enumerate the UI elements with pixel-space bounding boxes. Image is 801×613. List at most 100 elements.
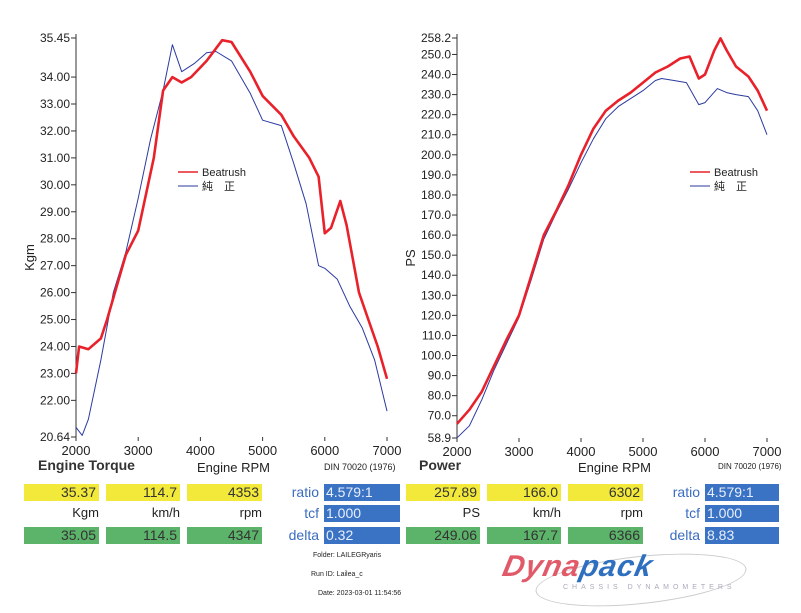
power-y-tick-label: 210.0 bbox=[421, 128, 451, 142]
torque-y-tick-label: 24.00 bbox=[40, 339, 70, 353]
folder-text: Folder: LAILEGRyaris bbox=[313, 552, 382, 559]
power-legend-label: 純 正 bbox=[714, 180, 747, 193]
power-y-tick-label: 250.0 bbox=[421, 47, 451, 61]
power-y-tick-label: 140.0 bbox=[421, 268, 451, 282]
torque-legend-label: Beatrush bbox=[202, 167, 246, 179]
torque-stock-rpm: 4347 bbox=[187, 527, 262, 544]
torque-xlabel: Engine RPM bbox=[197, 460, 270, 475]
power-y-tick-label: 70.0 bbox=[428, 409, 452, 423]
torque-unit-rpm: rpm bbox=[239, 505, 262, 520]
torque-x-tick-label: 3000 bbox=[124, 443, 153, 458]
torque-stock-kmh: 114.5 bbox=[106, 527, 180, 544]
power-tcf-value: 1.000 bbox=[705, 505, 779, 522]
torque-y-tick-label: 22.00 bbox=[40, 393, 70, 407]
dynapack-logo: Dynapack CHASSIS DYNAMOMETERS bbox=[495, 545, 755, 613]
torque-x-tick-label: 7000 bbox=[373, 443, 402, 458]
torque-ratio-label: ratio bbox=[291, 484, 319, 500]
torque-ratio-value: 4.579:1 bbox=[324, 484, 400, 501]
torque-standard: DIN 70020 (1976) bbox=[324, 462, 396, 472]
torque-y-label: Kgm bbox=[22, 244, 37, 271]
power-y-tick-label: 100.0 bbox=[421, 349, 451, 363]
power-peak-ps: 257.89 bbox=[406, 484, 480, 501]
torque-y-tick-label: 23.00 bbox=[40, 366, 70, 380]
power-stock-rpm: 6366 bbox=[568, 527, 643, 544]
power-stock-ps: 249.06 bbox=[406, 527, 480, 544]
power-y-tick-label: 120.0 bbox=[421, 308, 451, 322]
torque-y-tick-label: 30.00 bbox=[40, 178, 70, 192]
power-y-label: PS bbox=[403, 249, 418, 267]
power-legend-label: Beatrush bbox=[714, 167, 758, 179]
torque-x-tick-label: 4000 bbox=[186, 443, 215, 458]
power-y-tick-label: 110.0 bbox=[422, 328, 451, 342]
torque-peak-kmh: 114.7 bbox=[106, 484, 180, 501]
power-unit-ps: PS bbox=[462, 505, 480, 520]
date-text: Date: 2023-03-01 11:54:56 bbox=[318, 590, 402, 597]
torque-y-tick-label: 35.45 bbox=[40, 31, 70, 45]
torque-y-tick-label: 27.00 bbox=[40, 259, 70, 273]
power-peak-kmh: 166.0 bbox=[487, 484, 561, 501]
torque-x-tick-label: 5000 bbox=[248, 443, 277, 458]
power-delta-value: 8.83 bbox=[705, 527, 779, 544]
power-xlabel: Engine RPM bbox=[578, 460, 651, 475]
power-unit-rpm: rpm bbox=[620, 505, 643, 520]
power-y-tick-label: 130.0 bbox=[421, 288, 451, 302]
power-y-tick-label: 80.0 bbox=[428, 389, 452, 403]
power-x-tick-label: 4000 bbox=[567, 444, 596, 459]
torque-y-tick-label: 28.00 bbox=[40, 232, 70, 246]
power-x-tick-label: 2000 bbox=[443, 444, 472, 459]
torque-tcf-label: tcf bbox=[304, 505, 319, 521]
torque-peak-kgm: 35.37 bbox=[24, 484, 99, 501]
power-y-tick-label: 220.0 bbox=[421, 108, 451, 122]
power-y-tick-label: 200.0 bbox=[421, 148, 451, 162]
power-y-tick-label: 230.0 bbox=[421, 88, 451, 102]
torque-x-tick-label: 6000 bbox=[310, 443, 339, 458]
power-standard: DIN 70020 (1976) bbox=[718, 462, 782, 471]
torque-x-tick-label: 2000 bbox=[62, 443, 91, 458]
torque-series-stock bbox=[75, 44, 388, 436]
torque-tcf-value: 1.000 bbox=[324, 505, 400, 522]
torque-y-tick-label: 32.00 bbox=[40, 124, 70, 138]
power-ratio-value: 4.579:1 bbox=[705, 484, 779, 501]
power-x-tick-label: 5000 bbox=[629, 444, 658, 459]
torque-series-beatrush bbox=[74, 38, 389, 380]
torque-y-tick-label: 29.00 bbox=[40, 205, 70, 219]
torque-y-tick-label: 31.00 bbox=[40, 151, 70, 165]
power-y-tick-label: 258.2 bbox=[421, 31, 451, 45]
torque-unit-kgm: Kgm bbox=[72, 505, 99, 520]
torque-y-tick-label: 26.00 bbox=[40, 286, 70, 300]
torque-title: Engine Torque bbox=[38, 457, 135, 473]
power-series-beatrush bbox=[456, 37, 769, 425]
run-id-text: Run ID: Lailea_c bbox=[311, 571, 363, 578]
torque-y-tick-label: 33.00 bbox=[40, 97, 70, 111]
torque-delta-value: 0.32 bbox=[324, 527, 400, 544]
power-x-tick-label: 7000 bbox=[753, 444, 782, 459]
power-stock-kmh: 167.7 bbox=[487, 527, 561, 544]
power-x-tick-label: 3000 bbox=[505, 444, 534, 459]
torque-peak-rpm: 4353 bbox=[187, 484, 262, 501]
power-x-tick-label: 6000 bbox=[691, 444, 720, 459]
power-y-tick-label: 240.0 bbox=[421, 68, 451, 82]
power-y-tick-label: 150.0 bbox=[421, 248, 451, 262]
power-peak-rpm: 6302 bbox=[568, 484, 643, 501]
torque-y-tick-label: 34.00 bbox=[40, 70, 70, 84]
power-series-stock bbox=[456, 78, 768, 439]
power-y-tick-label: 190.0 bbox=[421, 168, 451, 182]
power-y-tick-label: 58.9 bbox=[428, 431, 452, 445]
power-unit-kmh: km/h bbox=[532, 505, 561, 520]
torque-stock-kgm: 35.05 bbox=[24, 527, 99, 544]
power-ratio-label: ratio bbox=[672, 484, 700, 500]
torque-unit-kmh: km/h bbox=[151, 505, 180, 520]
torque-y-tick-label: 25.00 bbox=[40, 313, 70, 327]
power-y-tick-label: 90.0 bbox=[428, 369, 452, 383]
power-title: Power bbox=[419, 457, 462, 473]
power-y-tick-label: 160.0 bbox=[421, 228, 451, 242]
power-tcf-label: tcf bbox=[685, 505, 700, 521]
power-y-tick-label: 180.0 bbox=[421, 188, 451, 202]
power-y-tick-label: 170.0 bbox=[421, 208, 451, 222]
power-delta-label: delta bbox=[669, 527, 700, 543]
torque-y-tick-label: 20.64 bbox=[40, 430, 70, 444]
torque-delta-label: delta bbox=[288, 527, 319, 543]
torque-legend-label: 純 正 bbox=[202, 180, 235, 193]
